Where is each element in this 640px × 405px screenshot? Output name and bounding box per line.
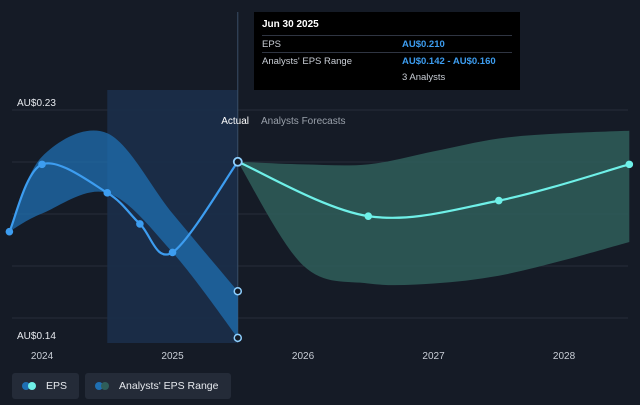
x-tick-label: 2028 [553, 351, 576, 362]
chart-legend: EPS Analysts' EPS Range [12, 373, 237, 399]
eps-point [104, 190, 111, 197]
x-tick-label: 2027 [422, 351, 445, 362]
tooltip-analysts-label [262, 72, 402, 83]
section-label-forecast: Analysts Forecasts [261, 116, 345, 127]
legend-item-range[interactable]: Analysts' EPS Range [85, 373, 230, 399]
y-label-max: AU$0.23 [17, 98, 56, 109]
tooltip-row-range: Analysts' EPS Range AU$0.142 - AU$0.160 [262, 52, 512, 69]
legend-label-eps: EPS [46, 380, 67, 392]
range-high-marker [234, 288, 241, 295]
tooltip-range-value: AU$0.142 - AU$0.160 [402, 56, 496, 67]
legend-label-range: Analysts' EPS Range [119, 380, 218, 392]
tooltip-date: Jun 30 2025 [262, 19, 512, 30]
forecast-point [495, 197, 502, 204]
eps-point [234, 158, 242, 166]
forecast-point [365, 213, 372, 220]
eps-point [137, 221, 144, 228]
tooltip-range-label: Analysts' EPS Range [262, 56, 402, 67]
tooltip-row-eps: EPS AU$0.210 [262, 35, 512, 52]
legend-item-eps[interactable]: EPS [12, 373, 79, 399]
tooltip-row-analysts: 3 Analysts [262, 69, 512, 85]
y-label-min: AU$0.14 [17, 331, 56, 342]
range-dots-icon [95, 382, 111, 390]
tooltip-eps-value: AU$0.210 [402, 39, 445, 50]
x-tick-label: 2024 [31, 351, 54, 362]
range-area-forecast [238, 131, 630, 285]
eps-point [6, 228, 13, 235]
forecast-point [626, 161, 633, 168]
eps-dots-icon [22, 382, 38, 390]
eps-point [39, 161, 46, 168]
eps-point [169, 249, 176, 256]
tooltip-eps-label: EPS [262, 39, 402, 50]
x-tick-label: 2026 [292, 351, 315, 362]
hover-tooltip: Jun 30 2025 EPS AU$0.210 Analysts' EPS R… [254, 12, 520, 90]
tooltip-analysts-count: 3 Analysts [402, 72, 445, 83]
x-tick-label: 2025 [161, 351, 184, 362]
section-label-actual: Actual [221, 116, 249, 127]
range-low-marker [234, 334, 241, 341]
